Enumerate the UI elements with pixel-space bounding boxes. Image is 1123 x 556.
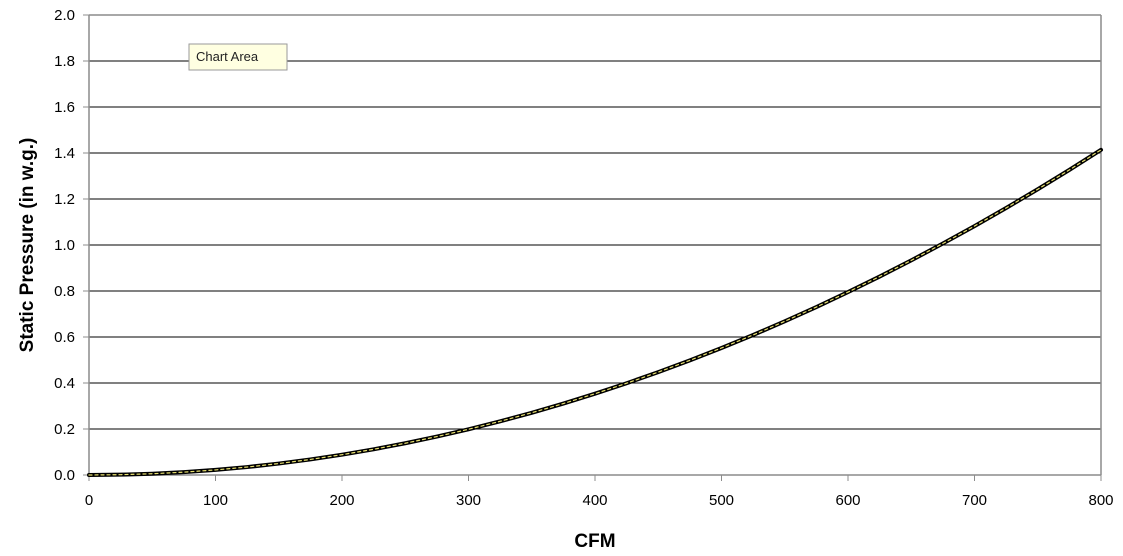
- x-tick-label: 400: [582, 492, 607, 509]
- x-tick-label: 600: [835, 492, 860, 509]
- series-line-highlight: [88, 149, 1102, 476]
- y-tick-label: 1.8: [54, 53, 75, 70]
- x-tick-label: 200: [329, 492, 354, 509]
- chart-area-tooltip: Chart Area: [188, 43, 288, 71]
- x-tick-label: 300: [456, 492, 481, 509]
- y-tick-label: 0.8: [54, 283, 75, 300]
- series-layer: [87, 147, 1103, 477]
- y-tick-label: 0.6: [54, 329, 75, 346]
- x-tick-label: 700: [962, 492, 987, 509]
- tooltip-text: Chart Area: [196, 49, 259, 64]
- y-tick-label: 0.2: [54, 421, 75, 438]
- y-tick-label: 2.0: [54, 7, 75, 24]
- x-tick-label: 0: [85, 492, 93, 509]
- x-tick-label: 100: [203, 492, 228, 509]
- x-tick-label: 800: [1088, 492, 1113, 509]
- x-axis-ticks: 0 100 200 300 400 500 600 700 800: [85, 475, 1114, 509]
- y-axis-ticks: 0.0 0.2 0.4 0.6 0.8 1.0 1.2 1.4 1.6 1.8 2.0: [54, 7, 89, 484]
- y-tick-label: 1.0: [54, 237, 75, 254]
- y-axis-title: Static Pressure (in w.g.): [17, 138, 38, 353]
- y-tick-label: 1.6: [54, 99, 75, 116]
- y-tick-label: 1.2: [54, 191, 75, 208]
- x-axis-title: CFM: [574, 531, 615, 552]
- y-tick-label: 0.4: [54, 375, 75, 392]
- tooltip-box: [188, 43, 288, 71]
- y-tick-label: 0.0: [54, 467, 75, 484]
- x-tick-label: 500: [709, 492, 734, 509]
- y-tick-label: 1.4: [54, 145, 75, 162]
